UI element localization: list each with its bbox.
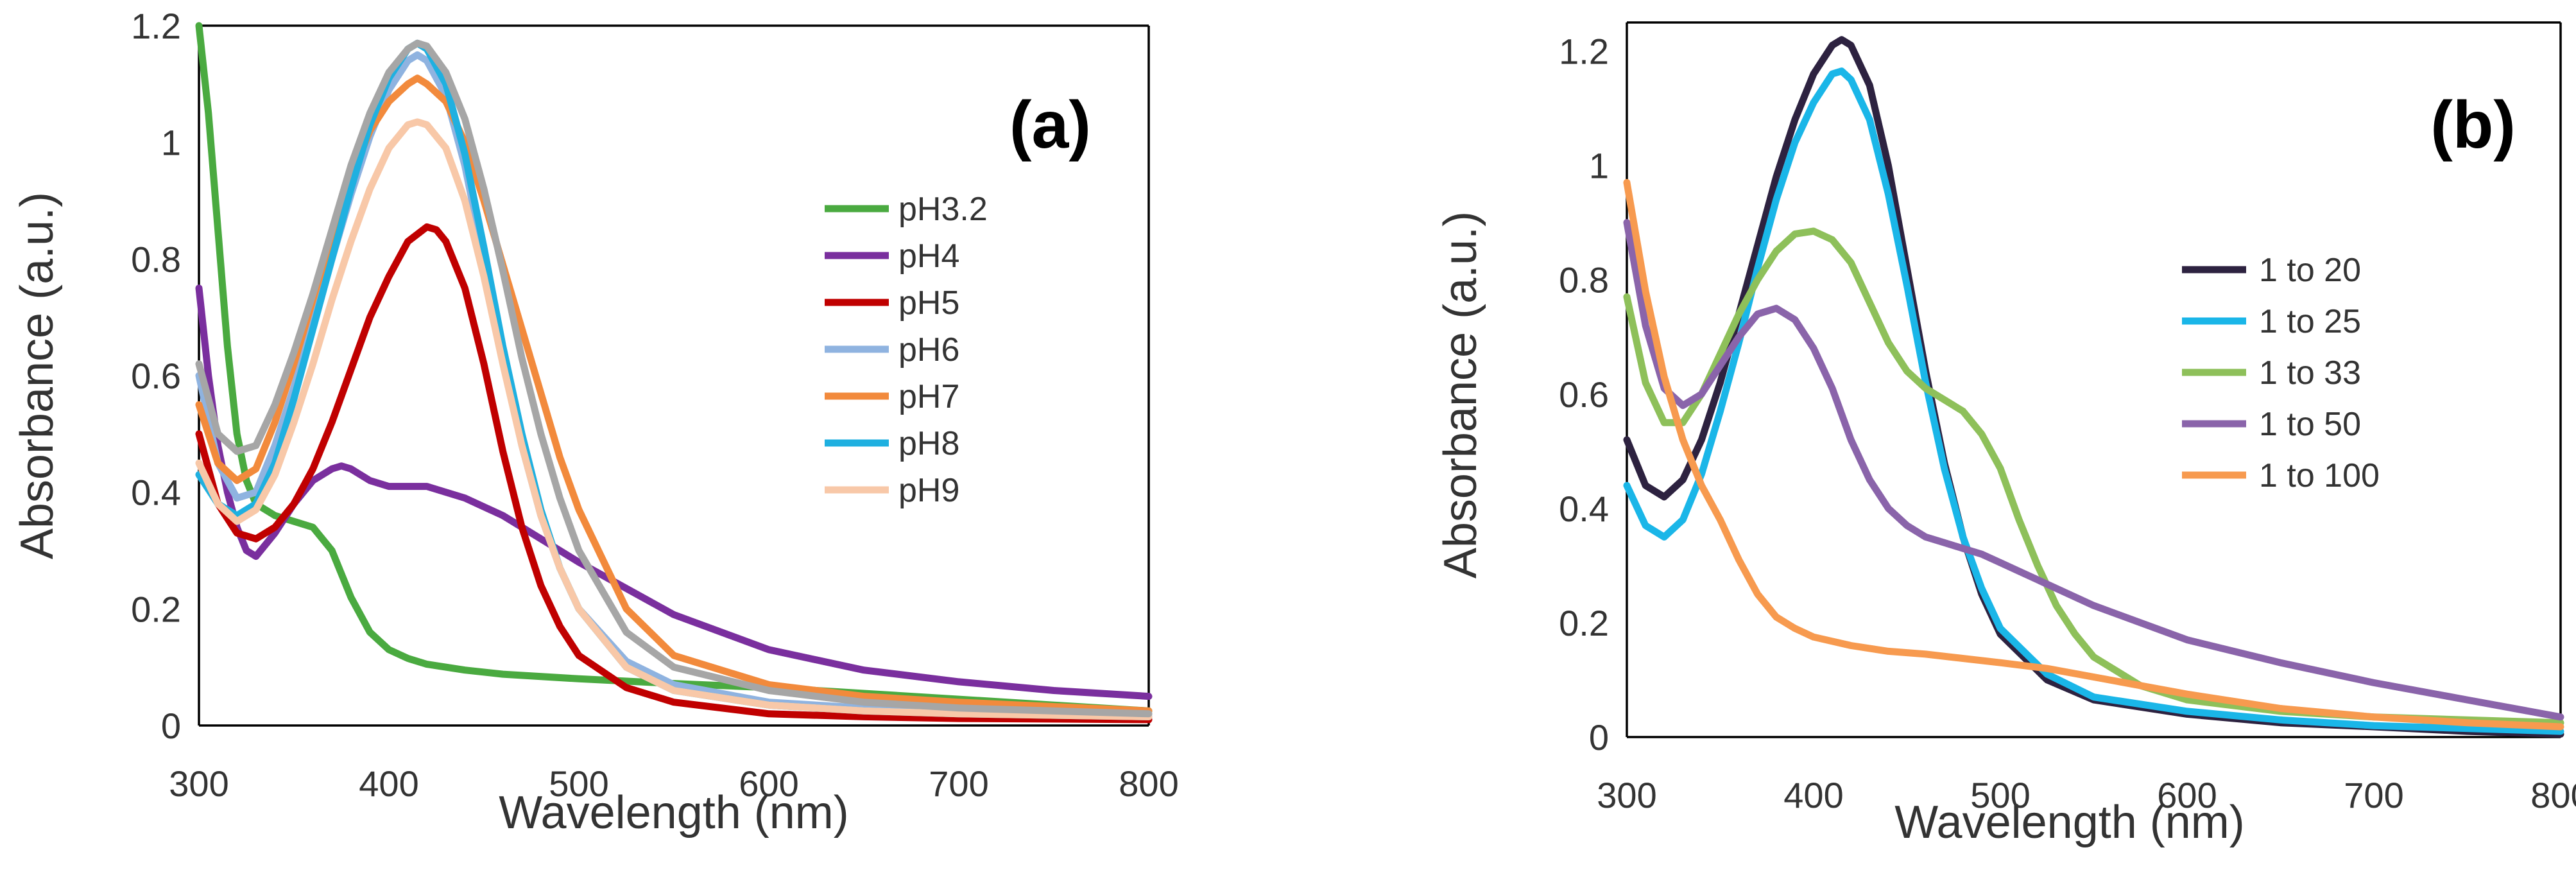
panel-a-y-tick-label: 0.6 — [131, 356, 181, 396]
legend-a-label-ph3-2: pH3.2 — [898, 191, 988, 228]
panel-a-series-unlabeled-7-line — [195, 39, 1153, 718]
panel-a-x-tick-label: 600 — [739, 763, 798, 804]
panel-a-series-ph7-line — [195, 74, 1153, 715]
panel-a-x-tick-label: 800 — [1119, 763, 1178, 804]
panel-b-series-1-to-20-line — [1623, 36, 2564, 738]
panel-a-series-ph5-line — [195, 223, 1153, 724]
panel-b-x-tick-label: 500 — [1970, 775, 2030, 815]
panel-b-x-tick-label: 700 — [2344, 775, 2403, 815]
panel-a-legend: pH3.2 pH4 pH5 pH6 pH7 pH8 pH9 — [825, 191, 988, 509]
panel-b-x-tick-label: 600 — [2157, 775, 2217, 815]
panel-a-y-tick-label: 1 — [161, 123, 181, 163]
legend-a-label-ph6: pH6 — [898, 331, 959, 369]
legend-a-label-ph9: pH9 — [898, 472, 959, 509]
legend-b-label-1-to-50: 1 to 50 — [2259, 406, 2361, 443]
panel-b-axes — [1626, 21, 2562, 738]
legend-a-label-ph8: pH8 — [898, 425, 959, 462]
legend-b-label-1-to-20: 1 to 20 — [2259, 252, 2361, 289]
panel-a-y-tick-label: 0.2 — [131, 589, 181, 629]
legend-a-label-ph4: pH4 — [898, 238, 959, 275]
panel-a-x-tick-label: 300 — [169, 763, 228, 804]
panel-b-series-1-to-100-line — [1623, 178, 2564, 731]
panel-b-series-1-to-25-line — [1623, 67, 2564, 735]
panel-b-legend: 1 to 20 1 to 25 1 to 33 1 to 50 1 to 100 — [2182, 252, 2380, 494]
panel-b-label: (b) — [2430, 88, 2516, 162]
panel-b-y-tick-label: 0 — [1589, 717, 1609, 758]
panel-a-x-tick-label: 700 — [929, 763, 988, 804]
panel-b-series-1-to-33-line — [1623, 227, 2564, 727]
panel-a-x-tick-label: 500 — [549, 763, 608, 804]
panel-a-y-tick-label: 0 — [161, 706, 181, 746]
panel-a-x-ticks: 300 400 500 600 700 800 — [169, 763, 1178, 804]
panel-b-y-tick-label: 1.2 — [1559, 31, 1609, 72]
panel-b-x-ticks: 300 400 500 600 700 800 — [1597, 775, 2576, 815]
panel-b-series-lines — [1623, 36, 2564, 738]
panel-a-series-lines — [195, 22, 1153, 724]
panel-a-series-ph6-line — [195, 51, 1153, 718]
panel-b-x-tick-label: 400 — [1783, 775, 1843, 815]
panel-a-y-tick-label: 0.4 — [131, 473, 181, 513]
panel-a-series-ph3-2-line — [195, 22, 1153, 715]
panel-b-y-tick-label: 0.8 — [1559, 260, 1609, 300]
panel-b-y-tick-label: 0.6 — [1559, 374, 1609, 415]
chart-panel-a: 300 400 500 600 700 800 0 0.2 0.4 0.6 0.8 1 1.2 Wav… — [12, 6, 1179, 838]
panel-a-x-tick-label: 400 — [359, 763, 418, 804]
panel-a-series-ph4-line — [195, 284, 1153, 700]
panel-b-series-1-to-50-line — [1623, 219, 2564, 721]
panel-b-y-ticks: 0 0.2 0.4 0.6 0.8 1 1.2 — [1559, 31, 1609, 758]
panel-b-x-tick-label: 800 — [2530, 775, 2576, 815]
panel-b-y-axis-title: Absorbance (a.u.) — [1435, 211, 1486, 578]
panel-b-x-tick-label: 300 — [1597, 775, 1656, 815]
panel-b-x-axis-title: Wavelength (nm) — [1894, 797, 2245, 848]
legend-b-label-1-to-33: 1 to 33 — [2259, 354, 2361, 392]
panel-a-y-ticks: 0 0.2 0.4 0.6 0.8 1 1.2 — [131, 6, 181, 746]
legend-a-label-ph5: pH5 — [898, 284, 959, 322]
legend-a-label-ph7: pH7 — [898, 378, 959, 415]
panel-b-y-tick-label: 1 — [1589, 146, 1609, 186]
legend-b-label-1-to-25: 1 to 25 — [2259, 303, 2361, 340]
chart-panel-b: 300 400 500 600 700 800 0 0.2 0.4 0.6 0.8 1 1.2 Wav… — [1435, 21, 2576, 848]
panel-a-series-ph9-line — [195, 118, 1153, 720]
panel-a-y-axis-title: Absorbance (a.u.) — [12, 192, 63, 559]
panel-a-x-axis-title: Wavelength (nm) — [499, 787, 849, 838]
panel-a-y-tick-label: 1.2 — [131, 6, 181, 46]
panel-a-label: (a) — [1009, 88, 1091, 162]
panel-b-y-tick-label: 0.4 — [1559, 489, 1609, 529]
panel-a-y-tick-label: 0.8 — [131, 239, 181, 279]
panel-a-axes — [198, 24, 1150, 727]
panel-b-y-tick-label: 0.2 — [1559, 603, 1609, 643]
legend-b-label-1-to-100: 1 to 100 — [2259, 457, 2380, 494]
